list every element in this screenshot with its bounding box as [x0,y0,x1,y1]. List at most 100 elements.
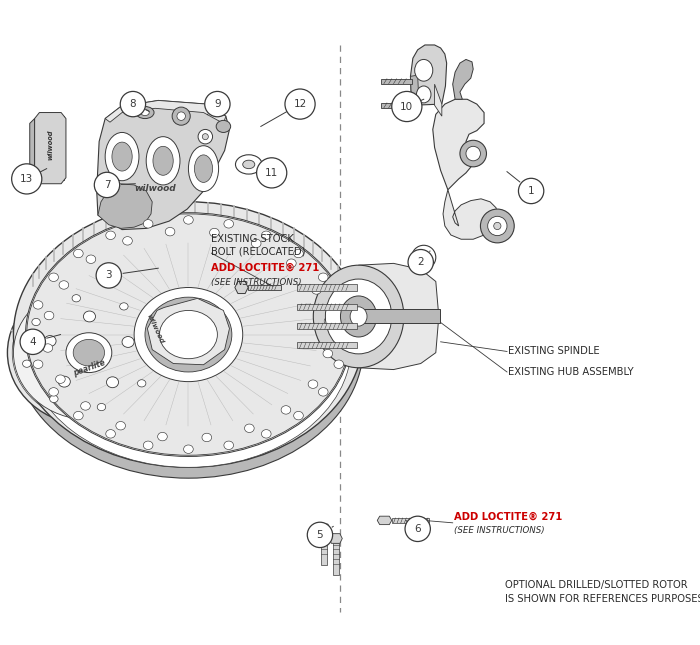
Ellipse shape [165,228,175,236]
Ellipse shape [153,146,173,175]
Ellipse shape [405,516,430,542]
Ellipse shape [58,376,70,387]
Ellipse shape [314,265,404,368]
Ellipse shape [198,130,213,144]
Ellipse shape [28,330,38,339]
Ellipse shape [116,421,125,430]
Text: pearlite: pearlite [71,358,106,378]
Ellipse shape [209,228,219,237]
Bar [382,79,412,84]
Text: 1: 1 [528,186,534,196]
Ellipse shape [318,273,328,281]
Ellipse shape [145,297,232,372]
Ellipse shape [323,350,332,358]
Polygon shape [148,299,230,364]
Ellipse shape [251,239,261,248]
Ellipse shape [324,317,334,325]
Ellipse shape [340,296,377,337]
Text: 9: 9 [214,99,220,109]
Ellipse shape [257,158,287,188]
Ellipse shape [120,303,128,310]
Text: 6: 6 [414,524,421,534]
Ellipse shape [318,388,328,396]
Ellipse shape [141,110,149,115]
Bar [297,284,358,290]
Polygon shape [105,101,226,123]
Polygon shape [329,533,342,543]
Ellipse shape [412,245,436,270]
Ellipse shape [49,273,58,281]
Ellipse shape [43,344,52,352]
Ellipse shape [33,301,43,309]
Text: 2: 2 [417,257,424,267]
Ellipse shape [326,279,392,354]
Ellipse shape [261,430,271,438]
Text: OPTIONAL DRILLED/SLOTTED ROTOR: OPTIONAL DRILLED/SLOTTED ROTOR [505,580,688,590]
Text: 11: 11 [265,168,279,178]
Ellipse shape [261,231,271,239]
Ellipse shape [235,155,262,174]
Ellipse shape [224,441,234,450]
Ellipse shape [281,406,290,414]
Text: ADD LOCTITE® 271: ADD LOCTITE® 271 [211,263,320,273]
Ellipse shape [177,112,186,121]
Polygon shape [410,45,447,105]
Ellipse shape [106,231,116,239]
Text: 12: 12 [293,99,307,109]
Bar [392,518,429,523]
Text: wilwood: wilwood [134,184,176,193]
Ellipse shape [243,160,255,168]
Ellipse shape [122,337,134,348]
Ellipse shape [66,333,112,373]
Ellipse shape [106,377,118,388]
Ellipse shape [285,89,315,119]
Ellipse shape [158,432,167,441]
Polygon shape [41,116,64,180]
Ellipse shape [122,237,132,245]
Ellipse shape [340,330,349,339]
Text: EXISTING SPINDLE: EXISTING SPINDLE [508,346,600,357]
Ellipse shape [183,445,193,453]
Ellipse shape [480,209,514,243]
Ellipse shape [22,360,31,367]
Ellipse shape [12,284,165,421]
Polygon shape [377,516,392,524]
Ellipse shape [146,137,180,185]
Ellipse shape [494,223,501,230]
Polygon shape [317,524,330,533]
Polygon shape [34,112,66,184]
Ellipse shape [13,213,363,478]
Ellipse shape [286,259,296,268]
Ellipse shape [216,121,231,132]
Ellipse shape [50,395,58,402]
Ellipse shape [55,375,65,383]
Text: (SEE INSTRUCTIONS): (SEE INSTRUCTIONS) [211,278,302,287]
Text: 5: 5 [316,530,323,540]
Text: 4: 4 [29,337,36,347]
Ellipse shape [136,106,154,119]
Text: 8: 8 [130,99,136,109]
Bar [382,103,412,108]
Ellipse shape [8,281,170,425]
Text: 3: 3 [106,270,112,281]
Ellipse shape [74,339,104,366]
Ellipse shape [172,107,190,125]
Polygon shape [98,184,152,228]
Polygon shape [435,84,442,116]
Ellipse shape [112,142,132,171]
Ellipse shape [97,404,106,411]
Ellipse shape [147,338,155,345]
Ellipse shape [307,522,332,548]
Ellipse shape [106,430,116,438]
Ellipse shape [334,301,344,309]
Text: ADD LOCTITE® 271: ADD LOCTITE® 271 [454,511,562,522]
Polygon shape [410,75,419,105]
Polygon shape [97,101,230,230]
Ellipse shape [134,288,243,382]
Text: (SEE INSTRUCTIONS): (SEE INSTRUCTIONS) [454,526,545,535]
Bar [248,285,281,290]
Ellipse shape [144,441,153,450]
Ellipse shape [334,360,344,368]
Ellipse shape [202,134,209,140]
Ellipse shape [488,216,507,235]
